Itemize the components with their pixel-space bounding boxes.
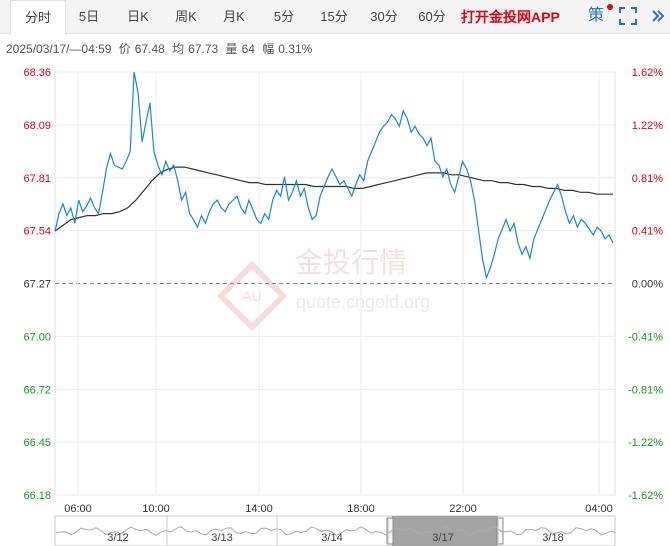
navigator-date: 3/14 xyxy=(321,532,342,544)
y-axis-left: 68.36 68.09 67.81 67.54 67.27 67.00 66.72 66.45… xyxy=(23,67,51,502)
y-tick-left: 67.00 xyxy=(23,331,51,343)
y-tick-right: 0.00% xyxy=(632,279,663,291)
x-tick: 06:00 xyxy=(64,503,92,515)
tab-60min[interactable]: 60分 xyxy=(418,9,446,24)
info-avg: 67.73 xyxy=(188,42,219,56)
y-tick-right: -1.22% xyxy=(628,437,663,449)
fullscreen-icon[interactable] xyxy=(618,6,638,26)
y-tick-right: 1.22% xyxy=(632,120,663,132)
info-datetime: 2025/03/17/—04:59 xyxy=(6,42,112,56)
tab-weekly-k[interactable]: 周K xyxy=(175,9,197,24)
watermark-title: 金投行情 xyxy=(295,246,407,279)
x-tick: 18:00 xyxy=(347,503,375,515)
y-tick-right: 1.62% xyxy=(632,67,663,79)
y-tick-right: 0.41% xyxy=(632,226,663,238)
info-change-label: 幅 xyxy=(262,42,275,56)
strategy-label: 策 xyxy=(588,7,605,24)
mini-navigator[interactable]: 3/12 3/13 3/14 3/17 3/18 xyxy=(54,515,617,546)
strategy-button[interactable]: 策 xyxy=(588,4,613,28)
y-tick-left: 67.54 xyxy=(23,226,51,238)
period-tab-bar: 分时 5日 日K 周K 月K 5分 15分 30分 60分 打开金投网APP 策 xyxy=(0,0,670,35)
tab-30min[interactable]: 30分 xyxy=(370,9,398,24)
x-axis: 06:00 10:00 14:00 18:00 22:00 04:00 xyxy=(64,503,613,515)
x-tick: 04:00 xyxy=(585,503,613,515)
y-tick-left: 66.45 xyxy=(23,437,51,449)
open-app-link[interactable]: 打开金投网APP xyxy=(461,9,560,25)
y-tick-left: 67.27 xyxy=(23,279,51,291)
quote-info-line: 2025/03/17/—04:59 价 67.48 均 67.73 量 64 幅 0.3… xyxy=(6,40,316,56)
info-volume-label: 量 xyxy=(225,42,238,56)
x-tick: 10:00 xyxy=(142,503,170,515)
y-tick-right: -0.41% xyxy=(628,331,663,343)
expand-icon[interactable] xyxy=(650,6,664,26)
chart-grid xyxy=(54,71,616,496)
y-axis-right: 1.62% 1.22% 0.81% 0.41% 0.00% -0.41% -0.81% -1.… xyxy=(628,67,663,502)
info-price-label: 价 xyxy=(118,42,131,56)
watermark: AU 金投行情 quote.cngold.org xyxy=(216,246,430,332)
y-tick-left: 68.36 xyxy=(23,67,51,79)
tab-monthly-k[interactable]: 月K xyxy=(223,9,245,24)
y-tick-left: 66.18 xyxy=(23,490,51,502)
info-avg-label: 均 xyxy=(172,42,185,56)
info-price: 67.48 xyxy=(134,42,165,56)
notification-dot xyxy=(607,4,613,10)
y-tick-right: -1.62% xyxy=(628,490,663,502)
tab-5day[interactable]: 5日 xyxy=(78,9,100,24)
tab-timeshare[interactable]: 分时 xyxy=(10,0,66,35)
watermark-badge: AU xyxy=(242,288,261,304)
info-volume: 64 xyxy=(241,42,255,56)
navigator-date: 3/17 xyxy=(432,532,453,544)
navigator-handle-left[interactable] xyxy=(386,517,394,545)
tab-15min[interactable]: 15分 xyxy=(320,9,348,24)
y-tick-right: -0.81% xyxy=(628,384,663,396)
navigator-date: 3/12 xyxy=(107,532,128,544)
x-tick: 22:00 xyxy=(449,503,477,515)
x-tick: 14:00 xyxy=(245,503,273,515)
navigator-date: 3/18 xyxy=(542,532,563,544)
y-tick-left: 67.81 xyxy=(23,173,51,185)
price-chart[interactable]: AU 金投行情 quote.cngold.org 68.36 68.09 67.81… xyxy=(0,58,670,546)
y-tick-left: 68.09 xyxy=(23,120,51,132)
watermark-url: quote.cngold.org xyxy=(296,292,430,312)
navigator-line xyxy=(55,526,617,536)
price-line xyxy=(54,71,614,280)
avg-price-line xyxy=(54,166,613,232)
tab-daily-k[interactable]: 日K xyxy=(127,9,149,24)
tab-5min[interactable]: 5分 xyxy=(273,9,295,24)
y-tick-right: 0.81% xyxy=(632,173,663,185)
info-change: 0.31% xyxy=(278,42,313,56)
navigator-date: 3/13 xyxy=(211,532,232,544)
y-tick-left: 66.72 xyxy=(23,384,51,396)
